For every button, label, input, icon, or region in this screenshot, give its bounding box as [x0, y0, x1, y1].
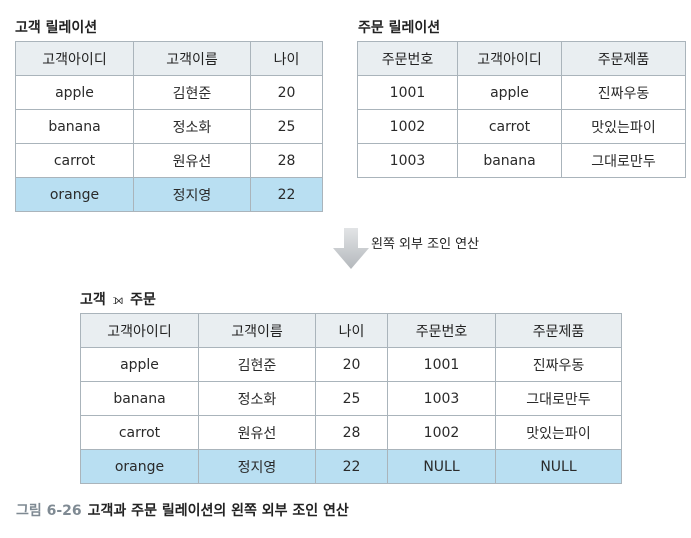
header-customer-name: 고객이름: [198, 313, 316, 348]
cell: apple: [80, 347, 199, 382]
cell: 20: [315, 347, 388, 382]
cell: 진짜우동: [561, 75, 686, 110]
cell: 정소화: [133, 109, 251, 144]
cell: 28: [250, 143, 323, 178]
cell: carrot: [15, 143, 134, 178]
cell: 1002: [387, 415, 496, 450]
cell: 정지영: [133, 177, 251, 212]
cell: apple: [457, 75, 562, 110]
header-age: 나이: [315, 313, 388, 348]
join-result-title: 고객 ⟕ 주문: [80, 289, 156, 309]
order-relation-title: 주문 릴레이션: [358, 20, 441, 36]
cell: 원유선: [198, 415, 316, 450]
customer-relation-title: 고객 릴레이션: [15, 20, 98, 36]
table-row: apple 김현준 20: [15, 75, 323, 110]
cell: 1001: [387, 347, 496, 382]
cell: banana: [457, 143, 562, 178]
cell: 1002: [357, 109, 458, 144]
cell: 김현준: [198, 347, 316, 382]
table-row: banana 정소화 25 1003 그대로만두: [80, 381, 622, 416]
cell: 맛있는파이: [495, 415, 622, 450]
cell: 원유선: [133, 143, 251, 178]
figure-caption-text: 고객과 주문 릴레이션의 왼쪽 외부 조인 연산: [87, 503, 349, 519]
cell: 1003: [357, 143, 458, 178]
cell: 정지영: [198, 449, 316, 484]
join-title-left: 고객: [80, 292, 106, 308]
operation-label: 왼쪽 외부 조인 연산: [371, 237, 480, 252]
cell: 김현준: [133, 75, 251, 110]
cell: carrot: [457, 109, 562, 144]
header-customer-name: 고객이름: [133, 41, 251, 76]
table-row: 1001 apple 진짜우동: [357, 75, 686, 110]
table-row: apple 김현준 20 1001 진짜우동: [80, 347, 622, 382]
header-customer-id: 고객아이디: [80, 313, 199, 348]
cell: carrot: [80, 415, 199, 450]
cell: 1001: [357, 75, 458, 110]
cell: apple: [15, 75, 134, 110]
cell: NULL: [495, 449, 622, 484]
header-order-number: 주문번호: [357, 41, 458, 76]
highlighted-row: orange 정지영 22 NULL NULL: [80, 449, 622, 484]
left-outer-join-icon: ⟕: [112, 292, 124, 308]
figure-number: 그림 6-26: [16, 503, 82, 519]
cell: 맛있는파이: [561, 109, 686, 144]
cell: NULL: [387, 449, 496, 484]
cell: orange: [80, 449, 199, 484]
table-row: 1002 carrot 맛있는파이: [357, 109, 686, 144]
table-row: banana 정소화 25: [15, 109, 323, 144]
header-age: 나이: [250, 41, 323, 76]
header-customer-id: 고객아이디: [457, 41, 562, 76]
order-table: 주문번호 고객아이디 주문제품 1001 apple 진짜우동 1002 car…: [357, 41, 686, 178]
cell: 28: [315, 415, 388, 450]
cell: 그대로만두: [495, 381, 622, 416]
customer-table: 고객아이디 고객이름 나이 apple 김현준 20 banana 정소화 25…: [15, 41, 323, 212]
cell: 정소화: [198, 381, 316, 416]
highlighted-row: orange 정지영 22: [15, 177, 323, 212]
cell: 25: [315, 381, 388, 416]
cell: 1003: [387, 381, 496, 416]
header-order-product: 주문제품: [561, 41, 686, 76]
cell: 진짜우동: [495, 347, 622, 382]
header-customer-id: 고객아이디: [15, 41, 134, 76]
cell: 20: [250, 75, 323, 110]
join-title-right: 주문: [130, 292, 156, 308]
cell: 25: [250, 109, 323, 144]
table-row: 1003 banana 그대로만두: [357, 143, 686, 178]
cell: 22: [315, 449, 388, 484]
header-order-product: 주문제품: [495, 313, 622, 348]
cell: 그대로만두: [561, 143, 686, 178]
cell: orange: [15, 177, 134, 212]
table-row: carrot 원유선 28 1002 맛있는파이: [80, 415, 622, 450]
down-arrow-icon: [333, 228, 369, 269]
figure-caption: 그림 6-26 고객과 주문 릴레이션의 왼쪽 외부 조인 연산: [16, 500, 349, 520]
cell: banana: [15, 109, 134, 144]
join-result-table: 고객아이디 고객이름 나이 주문번호 주문제품 apple 김현준 20 100…: [80, 313, 622, 484]
cell: banana: [80, 381, 199, 416]
cell: 22: [250, 177, 323, 212]
header-order-number: 주문번호: [387, 313, 496, 348]
table-row: carrot 원유선 28: [15, 143, 323, 178]
